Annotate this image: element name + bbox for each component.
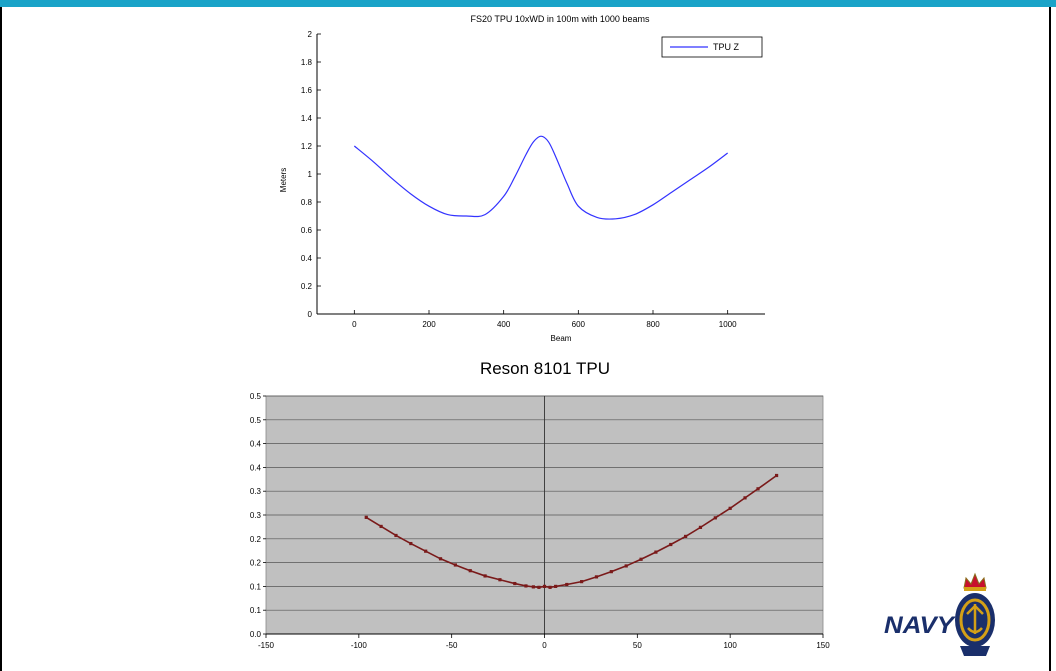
top-chart-y-tick-label: 1.4 <box>301 114 313 123</box>
top-chart-x-tick-label: 600 <box>572 320 586 329</box>
navy-logo-text: NAVY <box>884 612 956 639</box>
top-chart-y-ticks: 0 0.2 0.4 0.6 0.8 1 1.2 1.4 1.6 1.8 2 <box>301 30 321 319</box>
top-chart-x-label: Beam <box>551 334 572 343</box>
bottom-chart-gridlines <box>266 395 823 635</box>
top-chart-x-tick-label: 1000 <box>719 320 737 329</box>
bottom-chart-data-point <box>654 550 658 554</box>
top-chart-legend-label: TPU Z <box>713 42 740 52</box>
top-chart-series-line-tpu-z <box>353 135 729 220</box>
bottom-chart-x-tick-label: 0 <box>542 641 547 650</box>
bottom-chart-data-point <box>531 585 535 589</box>
bottom-chart-data-point <box>624 564 628 568</box>
bottom-chart-data-point <box>774 473 779 478</box>
navy-crest-icon <box>955 572 995 656</box>
top-chart-title: FS20 TPU 10xWD in 100m with 1000 beams <box>471 14 650 24</box>
top-chart-x-tick-label: 0 <box>352 320 357 329</box>
bottom-chart-data-point <box>513 581 517 586</box>
bottom-chart-data-point <box>684 534 688 539</box>
bottom-chart-y-tick-label: 0.4 <box>250 463 262 472</box>
top-chart-y-tick-label: 1.6 <box>301 86 313 95</box>
bottom-chart-y-tick-label: 0.1 <box>250 582 262 591</box>
bottom-chart-data-point <box>379 524 383 529</box>
bottom-chart-data-point <box>580 580 584 584</box>
bottom-chart-data-point <box>394 533 398 538</box>
bottom-chart-data-point <box>409 541 413 546</box>
bottom-chart-y-tick-label: 0.0 <box>250 630 262 639</box>
bottom-chart-y-tick-label: 0.2 <box>250 559 262 568</box>
bottom-chart-x-tick-label: -150 <box>258 641 275 650</box>
bottom-chart-data-point <box>639 557 643 561</box>
top-chart-x-tick-label: 200 <box>422 320 436 329</box>
bottom-chart-x-tick-label: -50 <box>446 641 458 650</box>
bottom-chart-data-point <box>728 506 732 510</box>
top-chart-y-tick-label: 0.8 <box>301 198 313 207</box>
bottom-chart-data-point <box>756 487 760 491</box>
bottom-chart-data-point <box>743 496 747 500</box>
bottom-chart-data-point <box>609 570 613 574</box>
navy-logo: NAVY <box>884 572 995 656</box>
top-chart-y-tick-label: 0.6 <box>301 226 313 235</box>
top-chart-y-tick-label: 0.2 <box>301 282 313 291</box>
top-chart-y-tick-label: 1 <box>308 170 313 179</box>
top-chart-y-label: Meters <box>279 168 288 192</box>
bottom-chart-data-point <box>594 575 599 579</box>
top-chart-y-tick-label: 1.8 <box>301 58 313 67</box>
bottom-chart-x-tick-label: -100 <box>351 641 368 650</box>
bottom-chart-title: Reson 8101 TPU <box>480 359 610 378</box>
bottom-chart-data-point <box>554 584 558 588</box>
top-chart-x-ticks: 0 200 400 600 800 1000 <box>352 310 737 329</box>
bottom-chart-data-point <box>669 542 673 547</box>
bottom-chart-x-ticks: -150 -100 -50 0 50 100 150 <box>258 634 830 650</box>
bottom-chart-x-tick-label: 150 <box>816 641 830 650</box>
bottom-chart-data-point <box>698 525 703 529</box>
bottom-chart-x-tick-label: 100 <box>723 641 737 650</box>
accent-bar <box>0 0 1056 7</box>
bottom-chart-y-tick-label: 0.4 <box>250 440 262 449</box>
bottom-chart-y-tick-label: 0.1 <box>250 606 262 615</box>
bottom-chart-y-tick-label: 0.5 <box>250 392 262 401</box>
bottom-chart-data-point <box>438 557 443 561</box>
top-tpu-chart: FS20 TPU 10xWD in 100m with 1000 beams 0… <box>279 14 765 343</box>
bottom-chart-data-point <box>542 584 547 588</box>
bottom-chart-x-tick-label: 50 <box>633 641 642 650</box>
bottom-chart-y-tick-label: 0.3 <box>250 487 262 496</box>
bottom-chart-y-ticks: 0.0 0.1 0.1 0.2 0.2 0.3 0.3 0.4 0.4 0.5 0.5 <box>250 392 266 639</box>
bottom-chart-data-point <box>498 578 502 582</box>
top-chart-legend: TPU Z <box>661 36 763 58</box>
bottom-chart-y-tick-label: 0.3 <box>250 511 262 520</box>
top-chart-y-tick-label: 0 <box>308 310 313 319</box>
top-chart-series <box>353 135 729 220</box>
top-chart-y-tick-label: 2 <box>308 30 313 39</box>
bottom-tpu-chart: Reson 8101 TPU -150 -100 -50 0 50 100 150 0.00… <box>250 359 830 650</box>
bottom-chart-data-point <box>713 516 717 520</box>
bottom-chart-data-point <box>565 582 569 587</box>
bottom-chart-data-point <box>537 585 541 589</box>
bottom-chart-data-point <box>483 574 487 578</box>
bottom-chart-data-point <box>424 549 428 553</box>
bottom-chart-data-point <box>468 569 472 573</box>
top-chart-y-tick-label: 0.4 <box>301 254 313 263</box>
bottom-chart-data-point <box>453 563 457 567</box>
bottom-chart-y-tick-label: 0.2 <box>250 535 262 544</box>
top-chart-x-tick-label: 800 <box>646 320 660 329</box>
top-chart-y-tick-label: 1.2 <box>301 142 313 151</box>
bottom-chart-series <box>364 473 779 589</box>
bottom-chart-y-tick-label: 0.5 <box>250 416 262 425</box>
bottom-chart-series-line <box>365 474 778 589</box>
slide-border-left <box>0 7 2 671</box>
top-chart-x-tick-label: 400 <box>497 320 511 329</box>
bottom-chart-data-point <box>364 515 368 519</box>
bottom-chart-data-point <box>524 584 528 588</box>
bottom-chart-data-point <box>548 585 552 589</box>
slide-border-right <box>1049 7 1051 671</box>
